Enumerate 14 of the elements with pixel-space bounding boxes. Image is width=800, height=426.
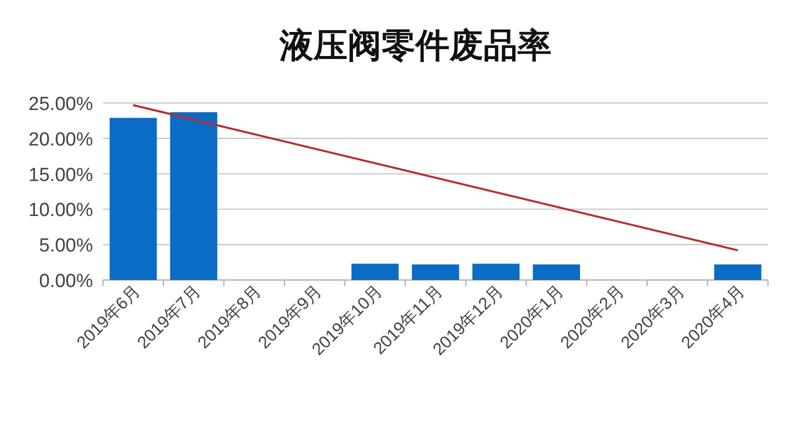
bar <box>714 264 762 280</box>
y-tick-label: 0.00% <box>39 271 94 292</box>
bar <box>412 264 460 280</box>
bar <box>170 112 218 280</box>
y-tick-label: 25.00% <box>28 94 94 115</box>
y-tick-label: 20.00% <box>28 129 94 150</box>
bar <box>351 264 399 280</box>
y-tick-label: 15.00% <box>28 164 94 186</box>
bar <box>532 264 580 280</box>
bar <box>110 118 157 280</box>
y-tick-label: 5.00% <box>39 236 94 257</box>
y-tick-label: 10.00% <box>28 200 94 222</box>
chart-title: 液压阀零件废品率 <box>278 27 552 65</box>
bar <box>472 264 520 280</box>
